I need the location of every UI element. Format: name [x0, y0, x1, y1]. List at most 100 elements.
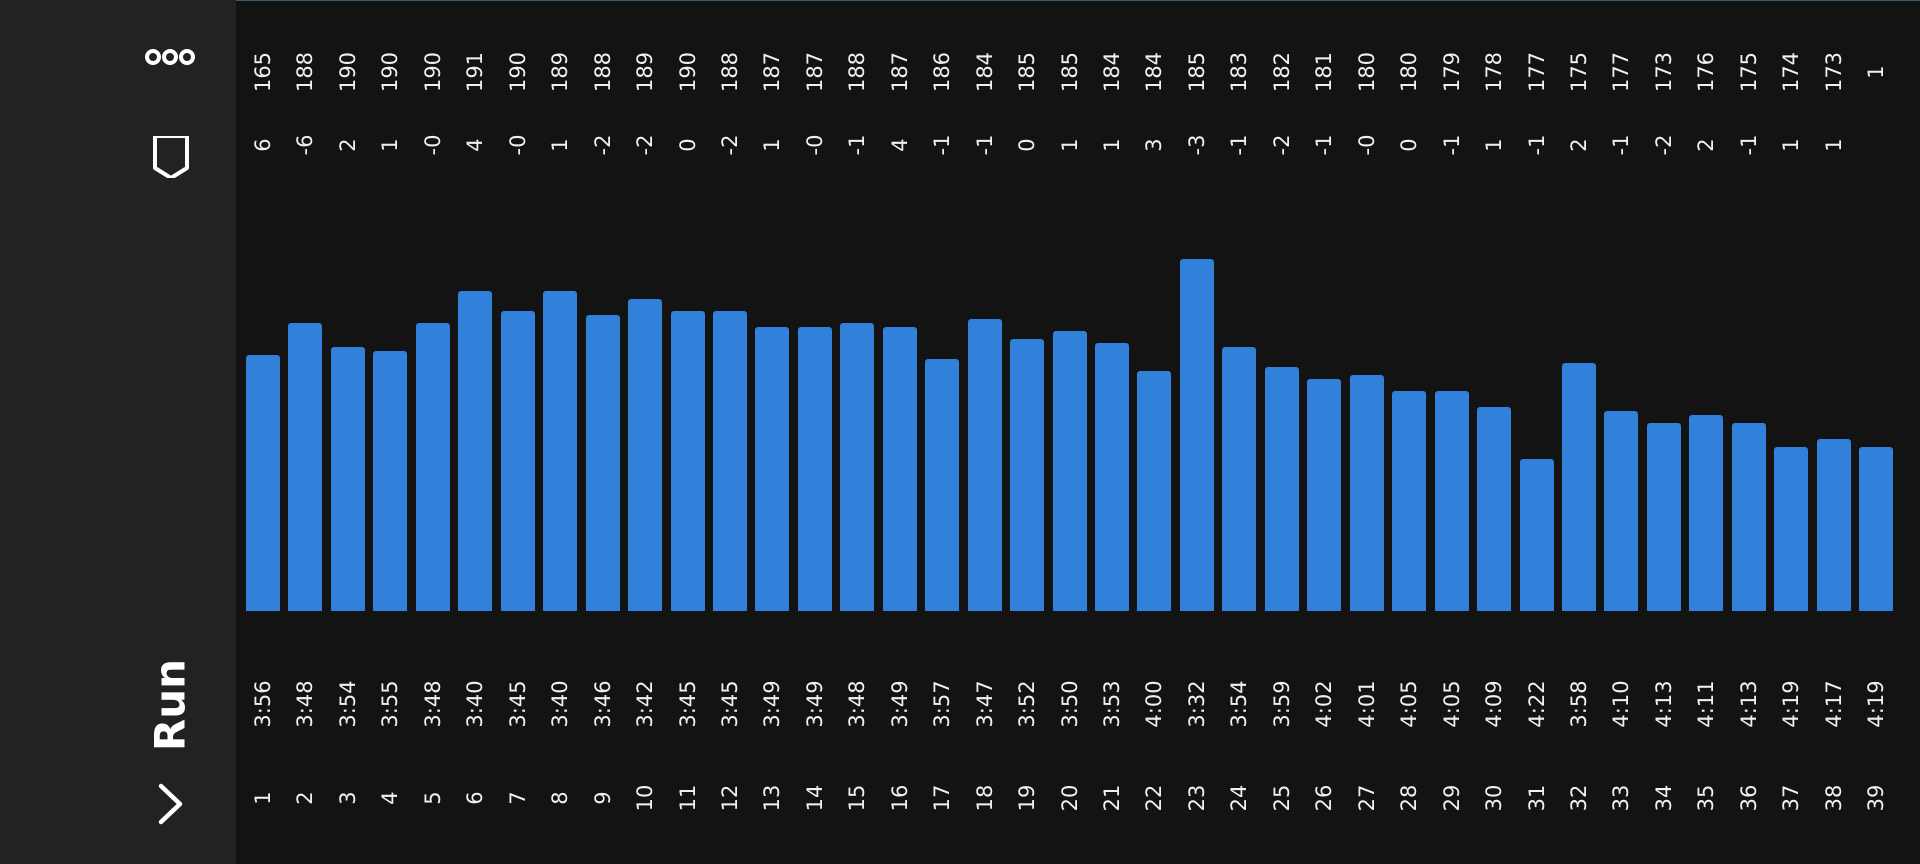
lap-bar[interactable]	[755, 327, 790, 611]
diff-label-text: 1	[548, 138, 573, 152]
lap-bar[interactable]	[628, 299, 663, 611]
diff-label-text: -1	[845, 134, 870, 156]
lap-number-label-text: 36	[1736, 784, 1761, 812]
lap-number-label-text: 18	[972, 784, 997, 812]
diff-label-text: -2	[717, 134, 742, 156]
lap-bar[interactable]	[840, 323, 875, 611]
lap-number-label-text: 13	[760, 784, 785, 812]
diff-label-text: 3	[1142, 138, 1167, 152]
pace-label-text: 3:49	[760, 680, 785, 728]
lap-bar[interactable]	[1774, 447, 1809, 611]
pace-label-text: 3:50	[1057, 680, 1082, 728]
cadence-label-text: 173	[1821, 51, 1846, 93]
lap-bar[interactable]	[670, 311, 705, 611]
diff-label-text: 1	[1100, 138, 1124, 152]
lap-bar[interactable]	[1604, 411, 1639, 611]
lap-number-label-text: 27	[1354, 784, 1379, 812]
lap-bar[interactable]	[288, 323, 323, 611]
pace-label-text: 3:54	[335, 680, 360, 728]
lap-bar[interactable]	[1434, 391, 1469, 611]
diff-label-text: 2	[335, 138, 360, 152]
lap-number-label-text: 24	[1227, 784, 1252, 812]
lap-bar[interactable]	[1731, 423, 1766, 611]
chevron-right-icon[interactable]	[148, 780, 192, 828]
cadence-label-text: 188	[590, 51, 615, 93]
pace-label-text: 3:57	[930, 680, 955, 728]
pace-label-text: 3:49	[887, 680, 912, 728]
lap-bar[interactable]	[585, 315, 620, 611]
cadence-label-text: 187	[887, 51, 912, 93]
cadence-label-text: 183	[1227, 51, 1252, 93]
diff-label-text: -1	[1439, 134, 1464, 156]
cadence-label-text: 189	[633, 51, 658, 93]
lap-bar[interactable]	[1137, 371, 1172, 611]
pace-label-text: 3:45	[717, 680, 742, 728]
cadence-label-text: 180	[1354, 51, 1379, 93]
lap-bar[interactable]	[1307, 379, 1342, 611]
diff-label-text: -0	[1354, 134, 1379, 156]
cadence-label-text: 190	[420, 51, 445, 93]
lap-number-label-text: 4	[378, 791, 403, 805]
lap-bar[interactable]	[967, 319, 1002, 611]
pace-label-text: 3:59	[1269, 680, 1294, 728]
lap-bar[interactable]	[543, 291, 578, 611]
lap-bar[interactable]	[1646, 423, 1681, 611]
lap-bar[interactable]	[1179, 259, 1214, 611]
more-icon[interactable]	[140, 40, 200, 74]
diff-label-text: -3	[1184, 134, 1209, 156]
lap-bar[interactable]	[1392, 391, 1427, 611]
diff-label-text: -1	[930, 134, 955, 156]
lap-bar[interactable]	[1816, 439, 1851, 611]
cadence-label-text: 177	[1524, 51, 1549, 93]
lap-bar[interactable]	[1859, 447, 1894, 611]
cadence-label-text: 189	[548, 51, 573, 93]
diff-label-text: -1	[1609, 134, 1634, 156]
cadence-label-text: 186	[930, 51, 955, 93]
lap-bar[interactable]	[1477, 407, 1512, 611]
lap-number-label-text: 9	[590, 791, 615, 805]
lap-bar[interactable]	[246, 355, 280, 611]
lap-number-label-text: 10	[633, 784, 658, 812]
diff-label-text: 0	[1397, 138, 1422, 152]
lap-bar[interactable]	[458, 291, 493, 611]
cadence-label-text: 188	[845, 51, 870, 93]
pace-label-text: 4:09	[1482, 680, 1507, 728]
pace-label-text: 3:56	[251, 680, 275, 728]
pace-label-text: 3:48	[293, 680, 318, 728]
lap-bar[interactable]	[1010, 339, 1045, 611]
lap-number-label-text: 35	[1694, 784, 1719, 812]
lap-bar[interactable]	[1222, 347, 1257, 611]
lap-bar[interactable]	[925, 359, 960, 611]
lap-number-label-text: 20	[1057, 784, 1082, 812]
lap-bar[interactable]	[500, 311, 535, 611]
flag-icon[interactable]	[142, 130, 198, 184]
pace-label-text: 3:46	[590, 680, 615, 728]
lap-bar[interactable]	[797, 327, 832, 611]
sidebar: Run	[0, 0, 236, 864]
pace-label-text: 3:32	[1184, 680, 1209, 728]
lap-chart: 165 6 3:56 1 188 -6 3:48 2 190 2 3:54 3 190 1 3:55 4 190…	[236, 0, 1920, 864]
pace-label-text: 4:05	[1439, 680, 1464, 728]
lap-bar[interactable]	[373, 351, 408, 611]
diff-label-text: 1	[760, 138, 785, 152]
lap-bar[interactable]	[1095, 343, 1129, 611]
lap-bar[interactable]	[1349, 375, 1384, 611]
lap-bar[interactable]	[882, 327, 917, 611]
lap-number-label-text: 15	[845, 784, 870, 812]
lap-bar[interactable]	[415, 323, 450, 611]
cadence-label-text: 184	[972, 51, 997, 93]
lap-bar[interactable]	[1689, 415, 1724, 611]
lap-bar[interactable]	[1264, 367, 1299, 611]
pace-label-text: 3:54	[1227, 680, 1252, 728]
lap-bar[interactable]	[330, 347, 365, 611]
diff-label-text: -0	[505, 134, 530, 156]
lap-bar[interactable]	[1561, 363, 1596, 611]
diff-label-text: 2	[1694, 138, 1719, 152]
lap-bar[interactable]	[1519, 459, 1554, 611]
lap-number-label-text: 34	[1651, 784, 1676, 812]
lap-bar[interactable]	[712, 311, 747, 611]
diff-label-text: 4	[463, 138, 488, 152]
lap-number-label-text: 29	[1439, 784, 1464, 812]
lap-bar[interactable]	[1052, 331, 1087, 611]
lap-number-label-text: 3	[335, 791, 360, 805]
